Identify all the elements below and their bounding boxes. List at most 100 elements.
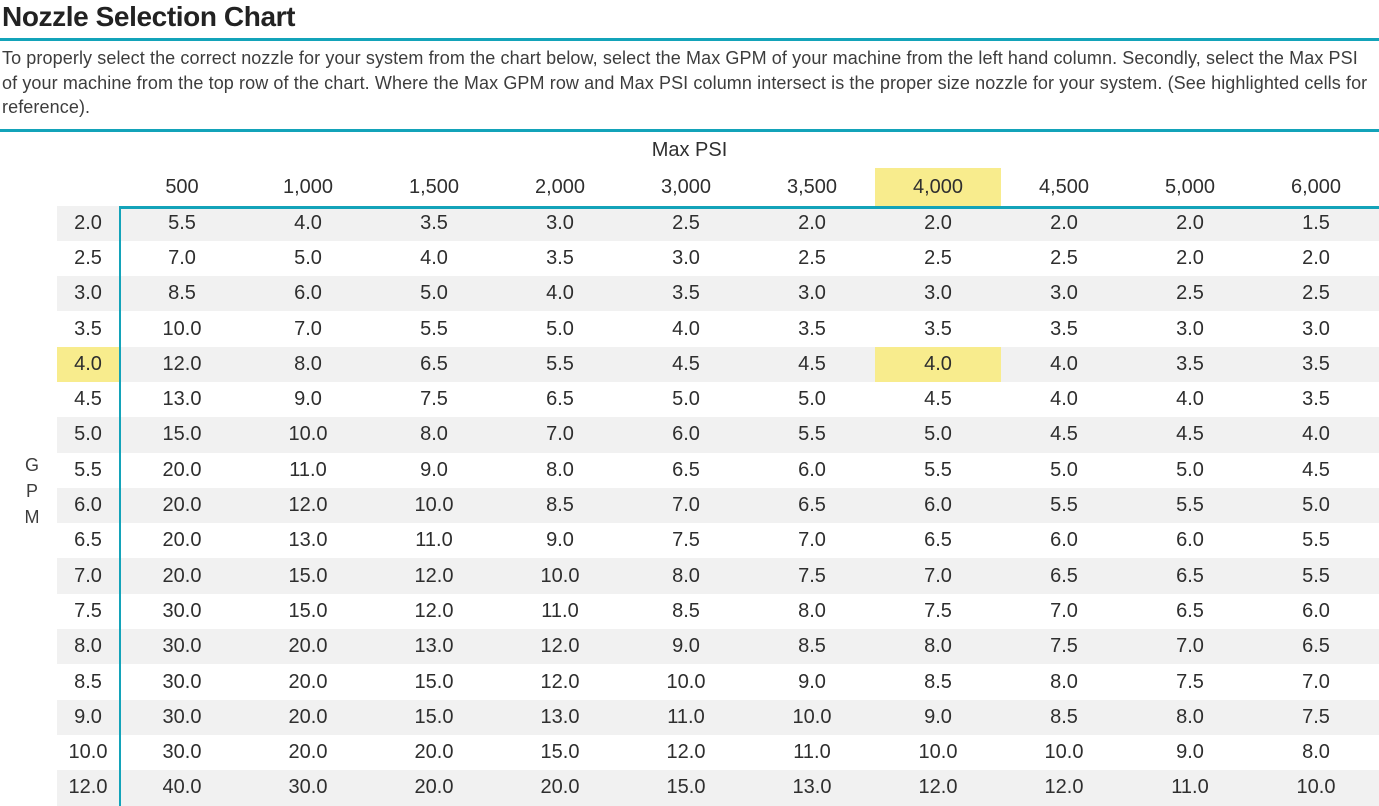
gpm-row-header: 8.0 <box>57 629 119 665</box>
nozzle-cell: 5.0 <box>1050 458 1078 481</box>
nozzle-cell: 6.5 <box>371 346 497 382</box>
nozzle-cell: 11.0 <box>289 458 327 481</box>
nozzle-cell: 8.0 <box>245 346 371 382</box>
nozzle-cell: 20.0 <box>497 770 623 806</box>
nozzle-cell: 13.0 <box>162 388 202 411</box>
nozzle-cell: 30.0 <box>119 699 245 735</box>
nozzle-cell: 5.5 <box>1253 558 1379 594</box>
nozzle-cell: 20.0 <box>414 741 454 764</box>
gpm-row-header: 2.0 <box>57 205 119 241</box>
nozzle-cell: 15.0 <box>119 417 245 453</box>
nozzle-cell: 5.0 <box>546 317 574 340</box>
gpm-row-header: 3.5 <box>74 317 102 340</box>
nozzle-cell: 10.0 <box>162 317 202 340</box>
nozzle-cell: 3.5 <box>371 205 497 241</box>
gpm-row-header: 4.5 <box>74 388 102 411</box>
nozzle-cell: 6.5 <box>672 458 700 481</box>
table-row: 5.0 15.0 10.0 8.0 7.0 6.0 5.5 5.0 4.5 4.5 4.0 <box>57 417 1379 453</box>
nozzle-cell: 6.5 <box>1127 558 1253 594</box>
nozzle-cell: 9.0 <box>294 388 322 411</box>
nozzle-cell: 5.5 <box>119 205 245 241</box>
nozzle-cell: 3.0 <box>497 205 623 241</box>
nozzle-cell: 2.5 <box>1127 276 1253 312</box>
gpm-row-header: 6.0 <box>57 487 119 524</box>
nozzle-cell: 5.5 <box>1127 487 1253 524</box>
nozzle-cell: 20.0 <box>119 558 245 594</box>
nozzle-table: 500 1,000 1,500 2,000 3,000 3,500 4,000 4,500 5,… <box>57 167 1379 806</box>
table-row: 2.5 7.0 5.0 4.0 3.5 3.0 2.5 2.5 2.5 2.0 2.0 <box>57 241 1379 276</box>
nozzle-cell: 20.0 <box>162 458 202 481</box>
nozzle-cell: 8.5 <box>924 670 952 693</box>
nozzle-cell: 2.5 <box>1253 276 1379 312</box>
nozzle-cell: 4.0 <box>420 246 448 269</box>
psi-header-row: 500 1,000 1,500 2,000 3,000 3,500 4,000 4,500 5,… <box>57 167 1379 206</box>
nozzle-cell: 3.0 <box>749 276 875 312</box>
nozzle-cell: 5.5 <box>1001 487 1127 524</box>
nozzle-cell: 9.0 <box>546 529 574 552</box>
nozzle-cell: 5.0 <box>1176 458 1204 481</box>
gpm-axis-letter: G <box>24 455 39 475</box>
nozzle-cell: 30.0 <box>245 770 371 806</box>
nozzle-cell: 8.0 <box>1127 699 1253 735</box>
table-row: 9.0 30.0 20.0 15.0 13.0 11.0 10.0 9.0 8.5 8.0 7.5 <box>57 699 1379 735</box>
nozzle-cell: 3.5 <box>546 246 574 269</box>
table-row: 3.5 10.0 7.0 5.5 5.0 4.0 3.5 3.5 3.5 3.0 3.0 <box>57 311 1379 346</box>
nozzle-cell: 30.0 <box>162 599 202 622</box>
nozzle-cell: 3.0 <box>672 246 700 269</box>
gpm-row-header: 7.5 <box>74 599 102 622</box>
nozzle-cell: 15.0 <box>623 770 749 806</box>
nozzle-cell: 7.5 <box>1253 699 1379 735</box>
nozzle-cell: 7.5 <box>924 599 952 622</box>
nozzle-cell: 4.5 <box>749 346 875 382</box>
nozzle-cell: 4.5 <box>1001 417 1127 453</box>
table-left-border <box>119 205 121 806</box>
nozzle-cell: 2.0 <box>1127 205 1253 241</box>
nozzle-cell: 5.0 <box>371 276 497 312</box>
nozzle-cell: 15.0 <box>540 741 580 764</box>
nozzle-cell: 10.0 <box>666 670 706 693</box>
psi-header-cell: 2,000 <box>534 175 586 198</box>
nozzle-cell: 4.5 <box>1127 417 1253 453</box>
nozzle-cell: 11.0 <box>541 599 579 622</box>
table-row: 6.5 20.0 13.0 11.0 9.0 7.5 7.0 6.5 6.0 6.0 5.5 <box>57 523 1379 558</box>
nozzle-cell: 15.0 <box>414 670 454 693</box>
nozzle-cell: 10.0 <box>1044 741 1084 764</box>
table-row: 7.0 20.0 15.0 12.0 10.0 8.0 7.5 7.0 6.5 6.5 5.5 <box>57 558 1379 594</box>
nozzle-cell: 6.5 <box>1001 558 1127 594</box>
nozzle-cell: 8.5 <box>1001 699 1127 735</box>
nozzle-cell: 12.0 <box>414 599 454 622</box>
table-body: 2.0 5.5 4.0 3.5 3.0 2.5 2.0 2.0 2.0 2.0 1.5 2.5 7.0 5… <box>57 205 1379 806</box>
gpm-row-header: 2.5 <box>74 246 102 269</box>
nozzle-cell: 6.0 <box>623 417 749 453</box>
nozzle-cell: 12.0 <box>371 558 497 594</box>
table-row: 6.0 20.0 12.0 10.0 8.5 7.0 6.5 6.0 5.5 5.5 5.0 <box>57 487 1379 524</box>
nozzle-cell: 5.0 <box>875 417 1001 453</box>
page-title: Nozzle Selection Chart <box>0 0 1379 41</box>
nozzle-cell: 7.0 <box>1127 629 1253 665</box>
nozzle-cell: 13.0 <box>749 770 875 806</box>
nozzle-cell: 8.0 <box>546 458 574 481</box>
nozzle-cell: 10.0 <box>749 699 875 735</box>
nozzle-cell: 4.5 <box>1302 458 1330 481</box>
psi-header-cell: 5,000 <box>1164 175 1216 198</box>
gpm-row-header: 7.0 <box>57 558 119 594</box>
nozzle-cell: 2.5 <box>924 246 952 269</box>
nozzle-cell: 15.0 <box>371 699 497 735</box>
nozzle-cell: 7.0 <box>1302 670 1330 693</box>
nozzle-cell: 6.0 <box>798 458 826 481</box>
nozzle-cell: 7.0 <box>1050 599 1078 622</box>
psi-header-cell: 6,000 <box>1290 175 1342 198</box>
nozzle-cell: 7.0 <box>294 317 322 340</box>
nozzle-cell: 4.0 <box>1253 417 1379 453</box>
gpm-row-header: 5.0 <box>57 417 119 453</box>
nozzle-cell: 30.0 <box>162 670 202 693</box>
nozzle-cell: 2.5 <box>623 205 749 241</box>
table-row: 12.0 40.0 30.0 20.0 20.0 15.0 13.0 12.0 12.0 11.0… <box>57 770 1379 806</box>
nozzle-cell: 8.5 <box>749 629 875 665</box>
nozzle-cell: 6.5 <box>1253 629 1379 665</box>
gpm-row-header: 3.0 <box>57 276 119 312</box>
psi-header-cell: 500 <box>165 175 199 198</box>
nozzle-cell: 3.5 <box>623 276 749 312</box>
table-row: 5.5 20.0 11.0 9.0 8.0 6.5 6.0 5.5 5.0 5.0 4.5 <box>57 453 1379 488</box>
